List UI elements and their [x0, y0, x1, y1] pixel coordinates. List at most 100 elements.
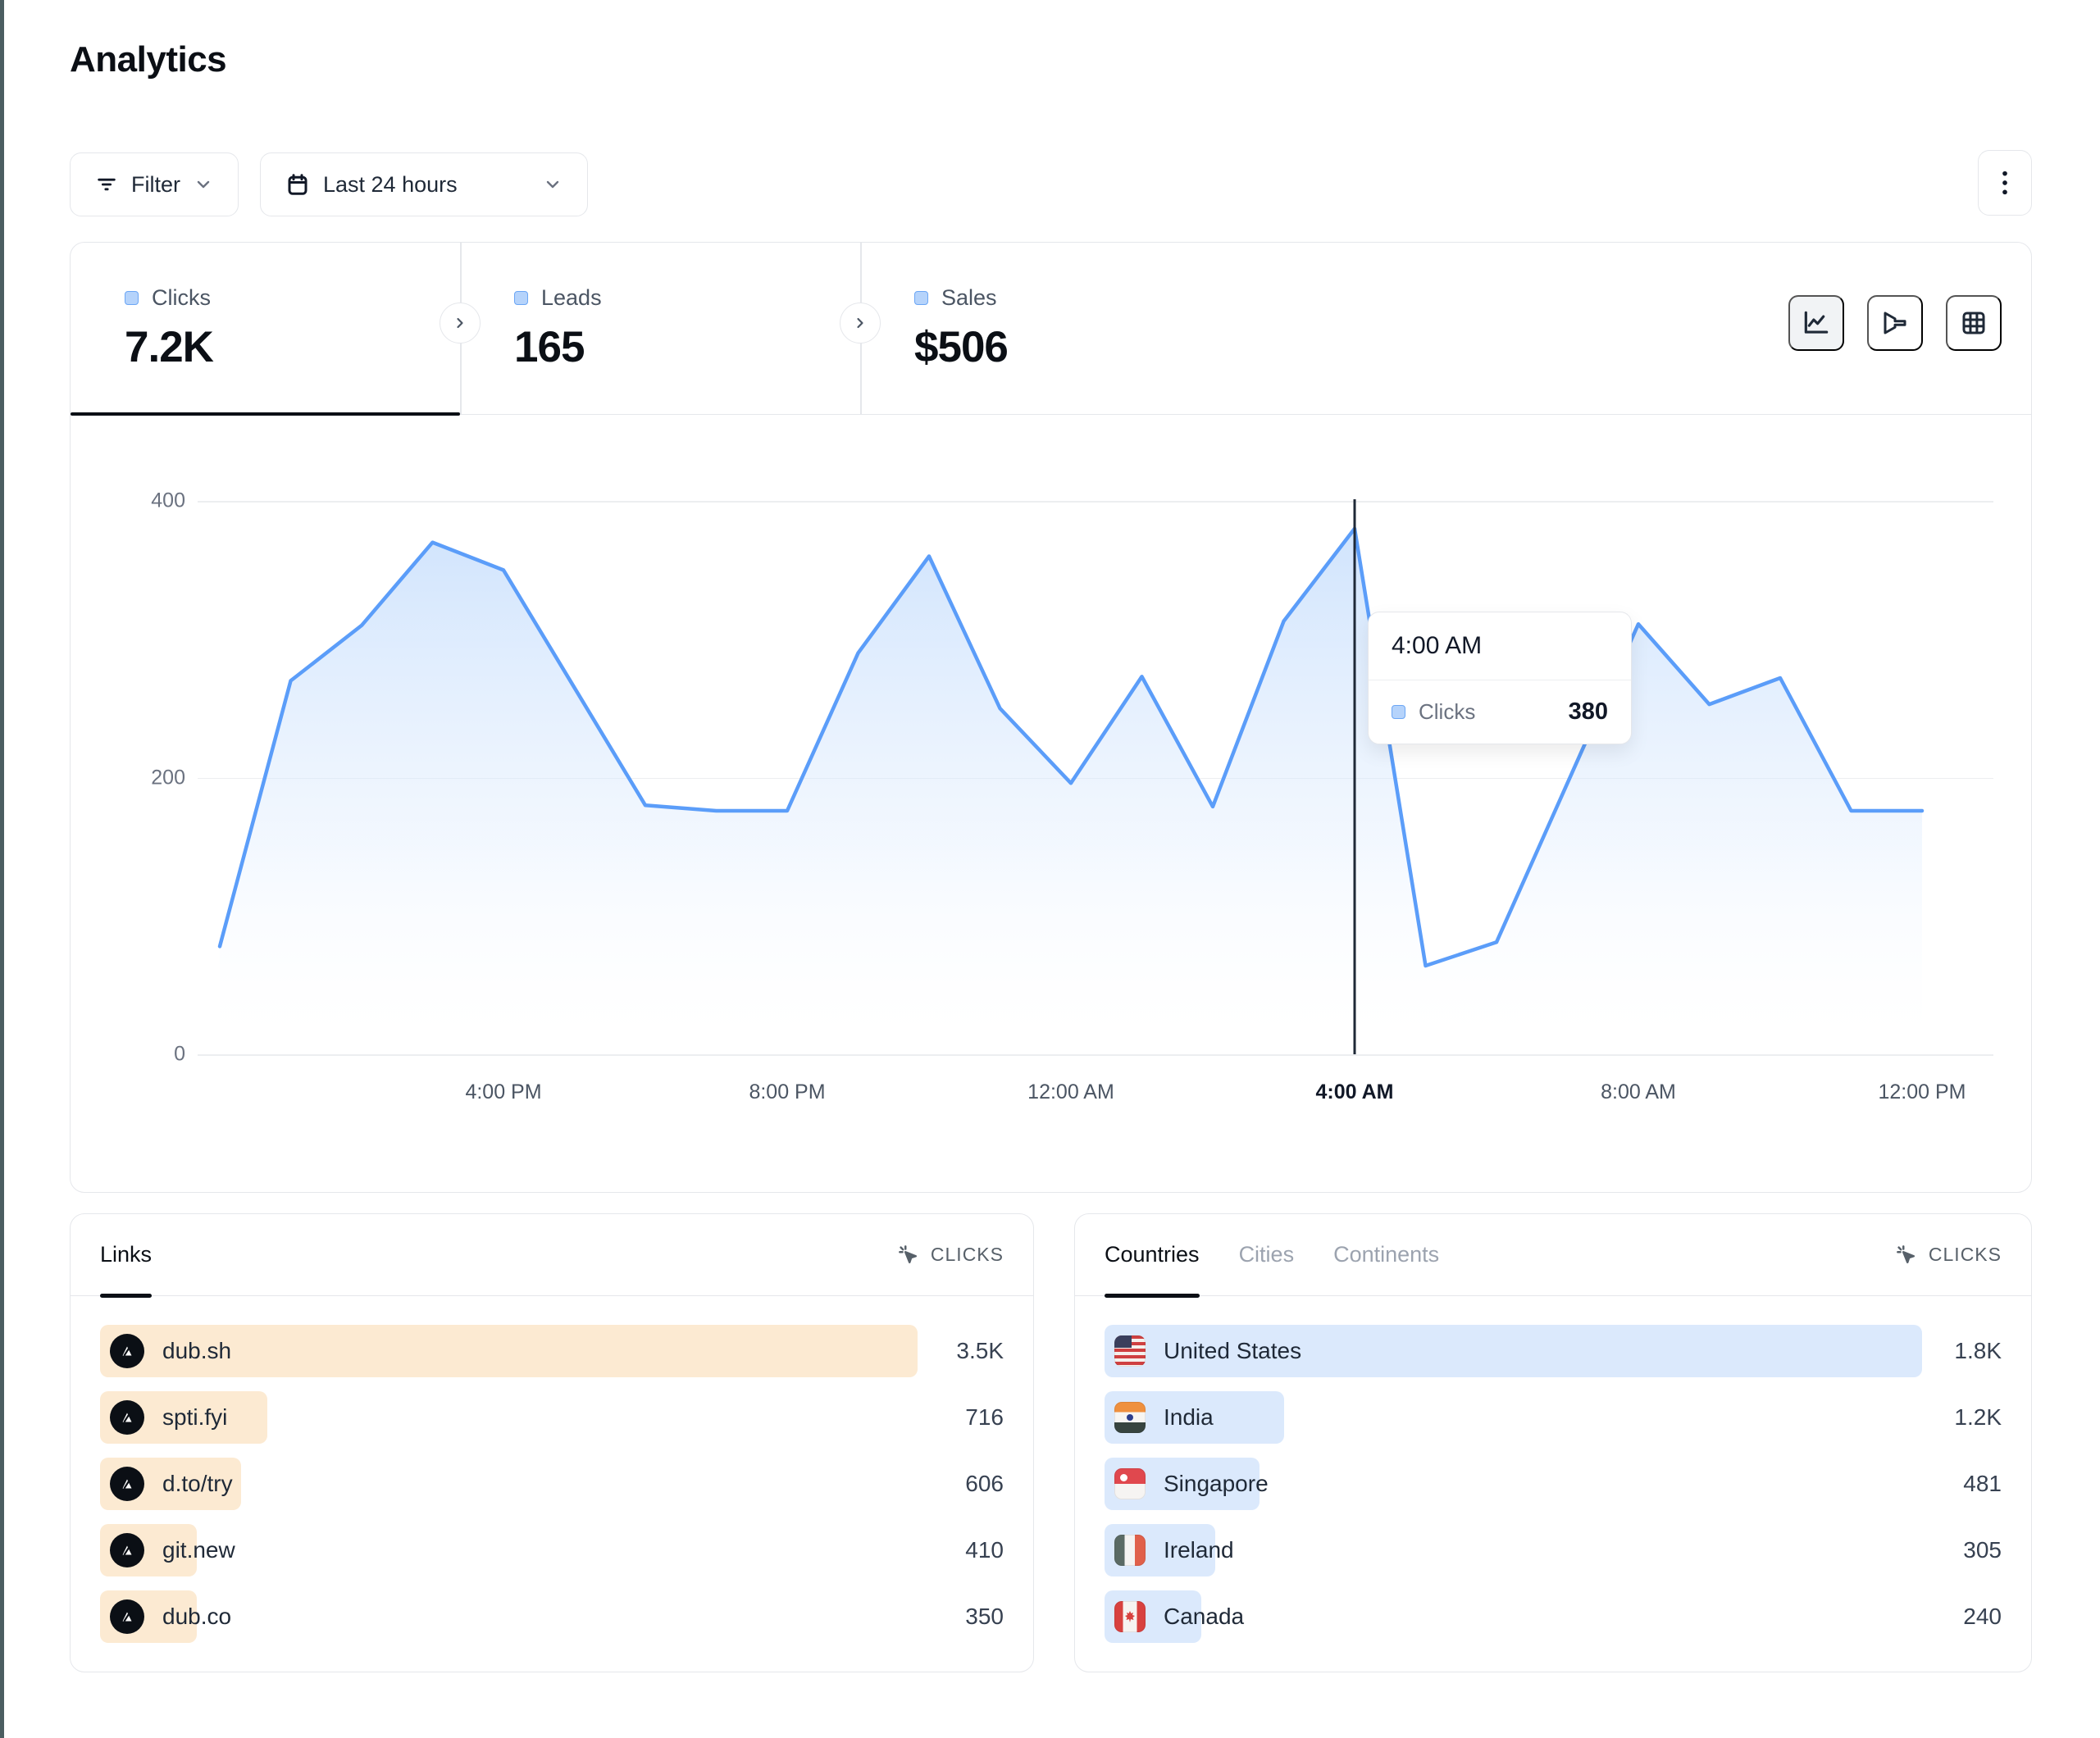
country-label: Singapore	[1164, 1470, 1269, 1496]
country-label: Canada	[1164, 1603, 1245, 1629]
link-label: git.new	[162, 1536, 235, 1563]
funnel-chart-icon	[1884, 312, 1906, 334]
x-axis-tick: 4:00 AM	[1315, 1081, 1394, 1103]
calendar-icon	[285, 172, 310, 197]
tab-leads[interactable]: Leads 165	[460, 243, 860, 415]
country-clicks-value: 481	[1963, 1470, 2002, 1496]
tab-links[interactable]: Links	[100, 1214, 153, 1298]
cursor-click-icon	[896, 1243, 921, 1267]
link-row[interactable]: spti.fyi 716	[71, 1384, 1033, 1450]
dub-logo-avatar	[110, 1532, 144, 1567]
link-clicks-value: 606	[965, 1470, 1004, 1496]
tooltip-legend-chip	[1392, 705, 1405, 719]
filter-lines-icon	[95, 173, 118, 196]
clicks-timeseries-chart[interactable]: 400 200 0 4:00 PM 8:00 PM 12:00 AM 4:00 …	[71, 415, 2030, 1190]
expand-leads-button[interactable]	[440, 303, 481, 344]
line-chart-icon	[1804, 311, 1829, 334]
area-chart-svg	[217, 499, 1925, 1054]
link-label: dub.co	[162, 1603, 232, 1629]
links-panel-header: Links CLICKS	[71, 1214, 1033, 1298]
stat-value: 7.2K	[125, 323, 214, 371]
link-clicks-value: 716	[965, 1404, 1004, 1430]
toolbar: Filter Last 24 hours	[70, 152, 588, 216]
us-flag-icon	[1114, 1335, 1146, 1367]
links-rows: dub.sh 3.5K spti.fyi 716 d	[71, 1296, 1033, 1649]
india-flag-icon	[1114, 1401, 1146, 1433]
date-range-button[interactable]: Last 24 hours	[260, 152, 588, 216]
stat-label: Clicks	[152, 285, 211, 310]
tooltip-value: 380	[1568, 698, 1608, 725]
tooltip-time: 4:00 AM	[1369, 612, 1631, 680]
countries-rows: United States 1.8K India 1.2K	[1075, 1296, 2031, 1649]
stat-label: Sales	[941, 285, 997, 310]
gridline-400	[198, 501, 1993, 503]
country-row[interactable]: United States 1.8K	[1075, 1317, 2031, 1384]
link-clicks-value: 410	[965, 1536, 1004, 1563]
table-grid-icon	[1962, 312, 1985, 334]
sales-legend-chip	[914, 291, 928, 305]
link-row[interactable]: git.new 410	[71, 1517, 1033, 1583]
countries-metric-label: CLICKS	[1928, 1244, 2002, 1265]
country-label: Ireland	[1164, 1536, 1234, 1563]
line-chart-view-button[interactable]	[1788, 295, 1844, 351]
countries-panel-header: Countries Cities Continents CLICKS	[1075, 1214, 2031, 1298]
link-row[interactable]: dub.sh 3.5K	[71, 1317, 1033, 1384]
chart-view-switch	[1788, 295, 2002, 351]
countries-metric-selector[interactable]: CLICKS	[1894, 1243, 2002, 1267]
filter-button[interactable]: Filter	[70, 152, 239, 216]
country-clicks-value: 1.8K	[1954, 1337, 2002, 1363]
link-label: spti.fyi	[162, 1404, 228, 1430]
dub-logo-avatar	[110, 1599, 144, 1634]
page-title: Analytics	[70, 39, 227, 80]
cursor-click-icon	[1894, 1243, 1919, 1267]
country-clicks-value: 1.2K	[1954, 1404, 2002, 1430]
countries-panel: Countries Cities Continents CLICKS Unite…	[1074, 1213, 2032, 1672]
country-row[interactable]: Singapore 481	[1075, 1450, 2031, 1517]
funnel-chart-view-button[interactable]	[1867, 295, 1923, 351]
link-row[interactable]: d.to/try 606	[71, 1450, 1033, 1517]
chevron-down-icon	[543, 175, 563, 194]
dub-logo-avatar	[110, 1399, 144, 1435]
link-clicks-value: 3.5K	[956, 1337, 1004, 1363]
filter-button-label: Filter	[131, 171, 180, 197]
active-tab-underline	[71, 412, 460, 416]
chart-tooltip: 4:00 AM Clicks 380	[1368, 612, 1632, 744]
links-metric-selector[interactable]: CLICKS	[896, 1243, 1004, 1267]
chevron-right-icon	[457, 317, 463, 329]
country-label: United States	[1164, 1337, 1302, 1363]
table-view-button[interactable]	[1946, 295, 2002, 351]
country-clicks-value: 305	[1963, 1536, 2002, 1563]
tooltip-series-label: Clicks	[1419, 699, 1476, 724]
canada-flag-icon	[1114, 1600, 1146, 1632]
gridline-0	[198, 1054, 1993, 1056]
singapore-flag-icon	[1114, 1467, 1146, 1499]
stat-value: 165	[514, 323, 585, 371]
links-metric-label: CLICKS	[930, 1244, 1004, 1265]
tab-cities[interactable]: Cities	[1238, 1242, 1295, 1267]
country-row[interactable]: India 1.2K	[1075, 1384, 2031, 1450]
analytics-chart-card: Clicks 7.2K Leads 165 Sales $506	[70, 242, 2032, 1193]
country-row[interactable]: Canada 240	[1075, 1583, 2031, 1649]
left-edge-strip	[0, 0, 4, 1738]
kebab-menu-icon	[1993, 169, 2016, 197]
y-axis-tick: 200	[151, 766, 185, 789]
x-axis-tick: 8:00 PM	[749, 1081, 826, 1103]
tab-clicks[interactable]: Clicks 7.2K	[71, 243, 460, 415]
stats-tabs-row: Clicks 7.2K Leads 165 Sales $506	[71, 243, 2031, 416]
date-range-label: Last 24 hours	[323, 171, 458, 197]
y-axis-tick: 0	[174, 1042, 185, 1066]
x-axis-tick: 8:00 AM	[1601, 1081, 1676, 1103]
more-options-button[interactable]	[1978, 150, 2032, 216]
tab-countries[interactable]: Countries	[1105, 1214, 1200, 1298]
expand-sales-button[interactable]	[840, 303, 881, 344]
x-axis-tick: 12:00 AM	[1027, 1081, 1114, 1103]
link-clicks-value: 350	[965, 1603, 1004, 1629]
tab-continents[interactable]: Continents	[1333, 1242, 1440, 1267]
link-row[interactable]: dub.co 350	[71, 1583, 1033, 1649]
tab-sales[interactable]: Sales $506	[860, 243, 1188, 415]
country-label: India	[1164, 1404, 1214, 1430]
leads-legend-chip	[514, 291, 528, 305]
country-row[interactable]: Ireland 305	[1075, 1517, 2031, 1583]
chevron-right-icon	[857, 317, 863, 329]
